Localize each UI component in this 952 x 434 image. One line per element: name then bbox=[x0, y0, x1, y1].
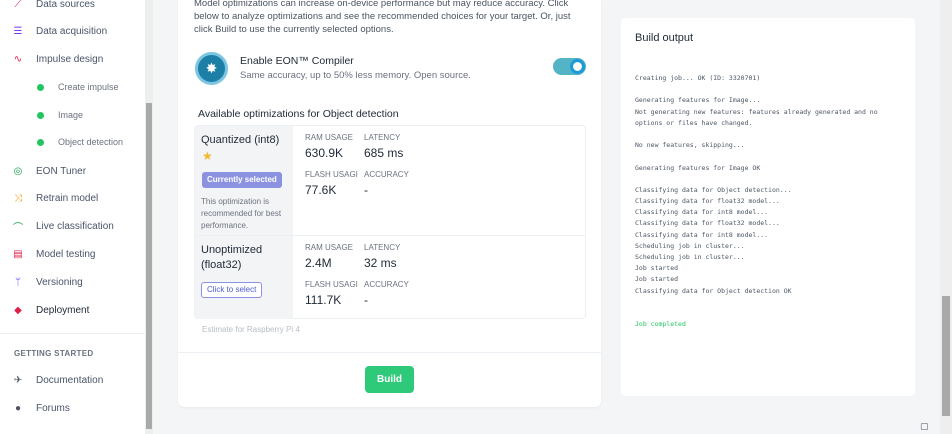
log-line: Not generating new features: features al… bbox=[635, 107, 878, 116]
branch-icon: ᛘ bbox=[15, 276, 21, 288]
optimizations-title: Available optimizations for Object detec… bbox=[198, 108, 399, 120]
chat-bubbles-icon: ● bbox=[14, 402, 22, 414]
accuracy-value: - bbox=[364, 183, 368, 197]
clipboard-icon: ▤ bbox=[13, 248, 23, 260]
ram-usage-value: 2.4M bbox=[305, 256, 332, 270]
optimization-label-cell: Quantized (int8) ★ Currently selected Th… bbox=[195, 126, 293, 235]
currently-selected-badge: Currently selected bbox=[202, 172, 282, 188]
build-button[interactable]: Build bbox=[365, 366, 414, 393]
database-icon: ☰ bbox=[13, 25, 23, 37]
optimizations-table: Quantized (int8) ★ Currently selected Th… bbox=[194, 125, 586, 319]
pulse-icon: ∿ bbox=[13, 53, 23, 65]
latency-label: LATENCY bbox=[364, 243, 401, 252]
optimization-label-cell: Unoptimized (float32) Click to select bbox=[195, 236, 293, 319]
optimization-intro-text: Model optimizations can increase on-devi… bbox=[194, 0, 571, 35]
status-dot-icon bbox=[37, 138, 44, 146]
build-divider bbox=[178, 352, 601, 353]
flash-usage-label: FLASH USAGI bbox=[305, 280, 358, 289]
log-line: No new features, skipping... bbox=[635, 141, 745, 150]
log-line bbox=[635, 84, 907, 95]
log-line: options or files have changed. bbox=[635, 118, 753, 127]
log-line: Job started bbox=[635, 275, 679, 284]
deployment-card: Model optimizations can increase on-devi… bbox=[178, 0, 601, 407]
click-to-select-button[interactable]: Click to select bbox=[201, 282, 263, 298]
sidebar-item-label: Impulse design bbox=[36, 53, 104, 65]
eon-compiler-icon: ✸ bbox=[195, 52, 228, 85]
log-line bbox=[635, 151, 907, 162]
log-line: Classifying data for Object detection OK bbox=[635, 286, 792, 295]
accuracy-label: ACCURACY bbox=[364, 170, 409, 179]
accuracy-label: ACCURACY bbox=[364, 280, 409, 289]
optimization-row-quantized[interactable]: Quantized (int8) ★ Currently selected Th… bbox=[195, 126, 585, 236]
sidebar-item-label: Deployment bbox=[36, 304, 90, 316]
live-icon: ⌒ bbox=[13, 222, 23, 234]
log-line: Classifying data for int8 model... bbox=[635, 230, 769, 239]
flash-usage-value: 77.6K bbox=[305, 183, 337, 197]
log-line: Scheduling job in cluster... bbox=[635, 241, 745, 250]
sidebar-item-label: Image bbox=[58, 110, 84, 120]
ram-usage-value: 630.9K bbox=[305, 146, 344, 160]
log-line: Classifying data for float32 model... bbox=[635, 197, 780, 206]
sidebar-item-label: Live classification bbox=[36, 220, 114, 232]
tuner-icon: ◎ bbox=[13, 165, 23, 177]
feedback-chat-icon[interactable]: ▢ bbox=[920, 421, 929, 431]
flash-usage-value: 111.7K bbox=[305, 293, 342, 307]
optimization-name: Unoptimized (float32) bbox=[201, 244, 263, 271]
status-dot-icon bbox=[37, 83, 44, 91]
build-output-title: Build output bbox=[635, 32, 694, 44]
sidebar-item-label: Forums bbox=[36, 402, 70, 414]
sidebar-item-label: Documentation bbox=[36, 374, 104, 386]
optimization-recommendation-note: This optimization is recommended for bes… bbox=[201, 197, 282, 230]
optimization-name: Quantized (int8) bbox=[201, 134, 280, 146]
sidebar-item-label: Data acquisition bbox=[36, 25, 108, 37]
page-scrollbar-thumb[interactable] bbox=[942, 296, 950, 416]
latency-value: 32 ms bbox=[364, 256, 397, 270]
estimate-target-note: Estimate for Raspberry Pi 4 bbox=[202, 325, 300, 334]
sidebar-item-label: Model testing bbox=[36, 248, 96, 260]
sidebar-item-label: Versioning bbox=[36, 276, 83, 288]
log-line bbox=[635, 297, 907, 308]
log-line: Generating features for Image... bbox=[635, 96, 761, 105]
log-line: Job started bbox=[635, 264, 679, 273]
log-line: Classifying data for Object detection... bbox=[635, 185, 792, 194]
build-output-log: Creating job... OK (ID: 3320701) Generati… bbox=[635, 73, 907, 330]
log-line: Job completed bbox=[635, 320, 686, 329]
star-icon: ★ bbox=[202, 149, 213, 163]
log-line: Classifying data for int8 model... bbox=[635, 208, 769, 217]
latency-label: LATENCY bbox=[364, 133, 401, 142]
accuracy-value: - bbox=[364, 293, 368, 307]
rocket-icon: ✈ bbox=[13, 374, 23, 386]
log-line: Classifying data for float32 model... bbox=[635, 219, 780, 228]
sidebar-item-label: EON Tuner bbox=[36, 165, 87, 177]
sidebar-item-label: Object detection bbox=[58, 137, 124, 147]
log-line: Creating job... OK (ID: 3320701) bbox=[635, 74, 761, 82]
flash-usage-label: FLASH USAGI bbox=[305, 170, 358, 179]
eon-compiler-subtitle: Same accuracy, up to 50% less memory. Op… bbox=[240, 70, 471, 81]
sidebar-section-getting-started: GETTING STARTED bbox=[14, 349, 94, 358]
log-line: Generating features for Image OK bbox=[635, 163, 761, 172]
sidebar-item-label: Create impulse bbox=[58, 82, 119, 92]
log-line: Scheduling job in cluster... bbox=[635, 253, 745, 261]
log-line bbox=[635, 174, 907, 185]
optimization-row-unoptimized[interactable]: Unoptimized (float32) Click to select RA… bbox=[195, 236, 585, 319]
box-icon: ◆ bbox=[14, 304, 22, 316]
ram-usage-label: RAM USAGE bbox=[305, 243, 354, 252]
build-output-panel: Build output Creating job... OK (ID: 332… bbox=[621, 18, 915, 396]
log-line bbox=[635, 129, 907, 140]
wand-icon: ⟋ bbox=[14, 0, 22, 10]
toggle-knob bbox=[570, 59, 585, 74]
latency-value: 685 ms bbox=[364, 146, 404, 160]
sidebar: ⟋ Data sources ☰ Data acquisition ∿ Impulse d… bbox=[0, 0, 146, 434]
log-line bbox=[635, 308, 907, 319]
sidebar-scrollbar-thumb[interactable] bbox=[146, 103, 152, 429]
sidebar-item-label: Data sources bbox=[36, 0, 95, 10]
sidebar-divider bbox=[0, 333, 146, 334]
eon-compiler-toggle[interactable] bbox=[553, 58, 586, 75]
ram-usage-label: RAM USAGE bbox=[305, 133, 354, 142]
shuffle-icon: ⤨ bbox=[14, 192, 22, 204]
sidebar-item-label: Retrain model bbox=[36, 192, 99, 204]
status-dot-icon bbox=[37, 111, 44, 119]
eon-compiler-title: Enable EON™ Compiler bbox=[240, 55, 354, 67]
